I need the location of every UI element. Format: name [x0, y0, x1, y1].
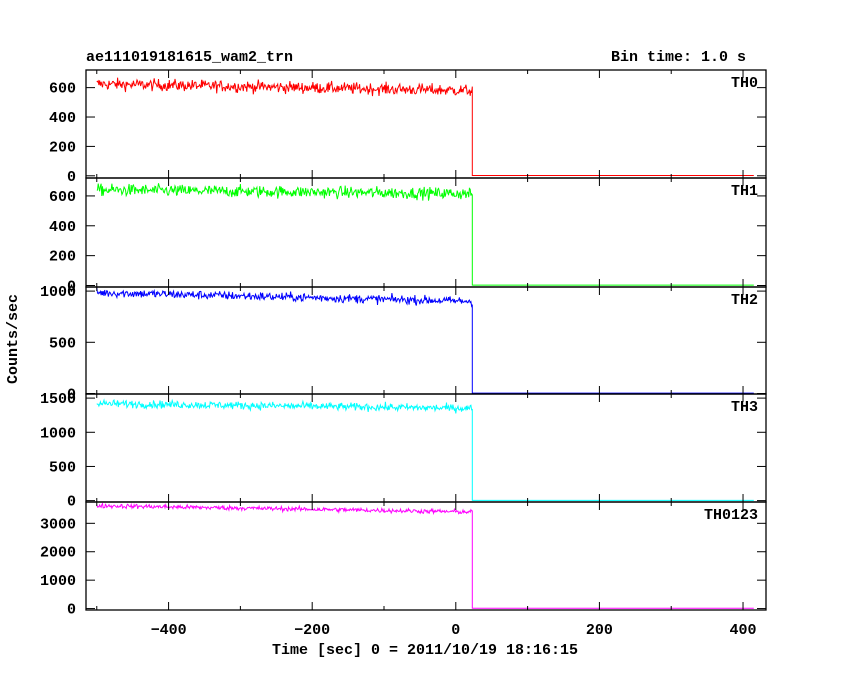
panel-frame-th0 — [85, 69, 767, 179]
x-tick-label: −400 — [151, 622, 187, 639]
y-tick-label: 500 — [49, 335, 76, 352]
y-tick-label: 1000 — [40, 284, 76, 301]
x-tick-label: 400 — [730, 622, 757, 639]
y-tick-label: 0 — [67, 494, 76, 511]
y-tick-label: 0 — [67, 386, 76, 403]
y-axis-label: Counts/sec — [5, 294, 22, 384]
y-tick-label: 200 — [49, 249, 76, 266]
x-axis-label: Time [sec] 0 = 2011/10/19 18:16:15 — [272, 642, 578, 659]
panel-label-th1: TH1 — [731, 183, 758, 200]
series-line-th2 — [96, 287, 754, 394]
y-tick-label: 1000 — [40, 425, 76, 442]
y-tick-label: 0 — [67, 169, 76, 186]
series-line-th1 — [96, 183, 754, 286]
x-tick-label: 200 — [586, 622, 613, 639]
y-tick-label: 600 — [49, 81, 76, 98]
panel-frame-th0123 — [85, 501, 767, 611]
panel-label-th0: TH0 — [731, 75, 758, 92]
y-tick-label: 0 — [67, 602, 76, 619]
panels-group: 0 200 400 600 TH0 0 200 400 600 TH1 0 500 1000 TH2 0 50… — [40, 69, 767, 639]
panel-frame-th2 — [85, 286, 767, 395]
y-tick-label: 0 — [67, 279, 76, 296]
y-tick-label: 200 — [49, 139, 76, 156]
panel-label-th0123: TH0123 — [704, 507, 758, 524]
y-tick-label: 400 — [49, 110, 76, 127]
series-line-th0123 — [96, 502, 754, 609]
y-tick-label: 600 — [49, 189, 76, 206]
y-tick-label: 400 — [49, 219, 76, 236]
y-tick-label: 1500 — [40, 391, 76, 408]
y-tick-label: 500 — [49, 459, 76, 476]
y-tick-label: 3000 — [40, 516, 76, 533]
chart-title: ae111019181615_wam2_trn — [86, 49, 293, 66]
panel-label-th2: TH2 — [731, 292, 758, 309]
panel-label-th3: TH3 — [731, 399, 758, 416]
y-tick-label: 2000 — [40, 545, 76, 562]
x-tick-label: −200 — [294, 622, 330, 639]
x-tick-label: 0 — [451, 622, 460, 639]
series-line-th3 — [96, 398, 754, 501]
bin-time-label: Bin time: 1.0 s — [611, 49, 746, 66]
series-line-th0 — [96, 77, 754, 176]
y-tick-label: 1000 — [40, 573, 76, 590]
